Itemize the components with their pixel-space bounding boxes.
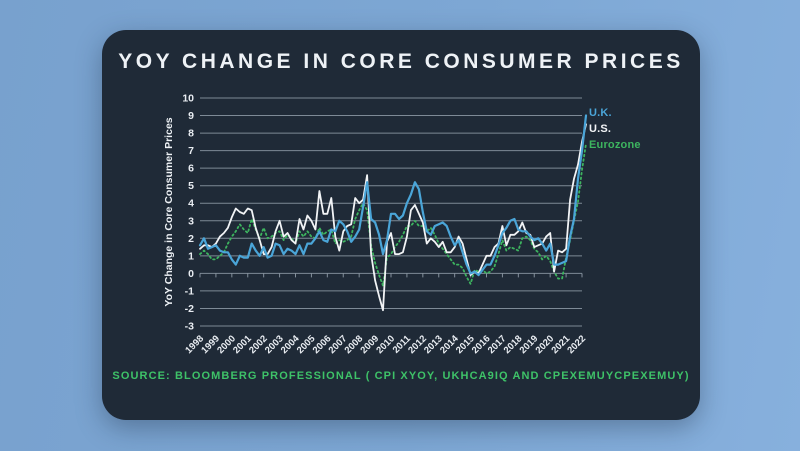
y-tick-label: 1: [188, 250, 194, 262]
legend-item-eurozone: Eurozone: [589, 139, 641, 151]
y-tick-label: 6: [188, 163, 194, 175]
source-note: SOURCE: BLOOMBERG PROFESSIONAL ( CPI XYO…: [112, 370, 690, 382]
chart-legend: U.K. U.S. Eurozone: [589, 107, 641, 152]
chart-card: YOY CHANGE IN CORE CONSUMER PRICES YoY C…: [102, 30, 700, 420]
chart-title: YOY CHANGE IN CORE CONSUMER PRICES: [118, 50, 684, 73]
y-tick-label: 3: [188, 215, 194, 227]
y-tick-label: 0: [188, 268, 194, 280]
y-tick-label: 9: [188, 110, 194, 122]
line-uk: [198, 114, 588, 277]
y-tick-label: 4: [188, 198, 194, 210]
line-eurozone: [199, 142, 587, 287]
legend-item-us: U.S.: [589, 123, 612, 135]
y-axis-title: YoY Change in Core Consumer Prices: [163, 117, 175, 306]
line-us: [199, 123, 587, 312]
grid-layer: [200, 97, 582, 327]
y-tick-label: 10: [182, 93, 194, 105]
axis-layer: -3-2-10123456789101998199920002001200220…: [182, 93, 588, 357]
x-tick-label: 2022: [565, 333, 588, 356]
y-tick-label: 5: [188, 180, 194, 192]
y-tick-label: -3: [185, 321, 194, 333]
y-tick-label: 2: [188, 233, 194, 245]
y-tick-label: 7: [188, 145, 194, 157]
cpi-line-chart: YoY Change in Core Consumer Prices -3 -2 -…: [163, 93, 588, 357]
series-layer: [198, 114, 588, 312]
legend-item-uk: U.K.: [589, 107, 612, 119]
y-tick-label: -1: [185, 285, 194, 297]
y-tick-label: -2: [185, 303, 194, 315]
y-tick-label: 8: [188, 128, 194, 140]
